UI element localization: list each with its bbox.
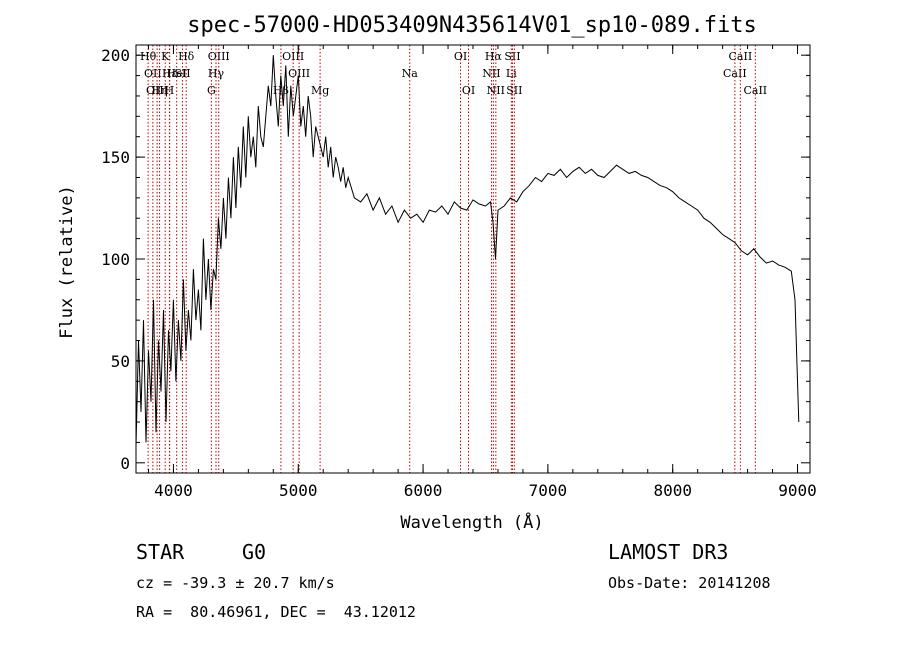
line-marker-label: SII xyxy=(504,50,520,63)
redshift-text: cz = -39.3 ± 20.7 km/s xyxy=(136,574,335,592)
x-tick-label: 7000 xyxy=(529,481,568,500)
line-marker-label: G xyxy=(207,84,216,97)
x-tick-label: 6000 xyxy=(404,481,443,500)
line-marker-label: Hη xyxy=(151,84,167,97)
chart-title: spec-57000-HD053409N435614V01_sp10-089.f… xyxy=(187,13,757,38)
x-tick-label: 9000 xyxy=(778,481,817,500)
y-axis-label: Flux (relative) xyxy=(57,185,77,339)
line-marker-label: CaII xyxy=(729,50,753,63)
line-marker-label: Li xyxy=(506,67,517,80)
object-class: STAR xyxy=(136,540,185,564)
line-marker-label: Hα xyxy=(485,50,503,63)
line-marker-label: HeI xyxy=(166,67,186,80)
line-marker-label: OI xyxy=(454,50,467,63)
y-tick-label: 50 xyxy=(111,352,130,371)
line-marker-label: SII xyxy=(174,67,190,80)
coordinates: RA = 80.46961, DEC = 43.12012 xyxy=(136,603,416,621)
line-marker-label: Na xyxy=(402,67,419,80)
x-tick-label: 8000 xyxy=(653,481,692,500)
line-marker-label: Hε xyxy=(162,67,178,80)
line-marker-label: OII xyxy=(144,67,162,80)
line-marker-label: K xyxy=(161,50,170,63)
x-axis-label: Wavelength (Å) xyxy=(400,511,543,533)
y-tick-label: 0 xyxy=(120,454,130,473)
y-tick-label: 150 xyxy=(101,148,130,167)
line-marker-label: OIII xyxy=(282,50,304,63)
line-marker-label: CaII xyxy=(743,84,767,97)
line-marker-label: SII xyxy=(506,84,522,97)
line-marker-label: Hγ xyxy=(208,67,225,80)
survey-name: LAMOST DR3 xyxy=(608,540,729,564)
line-marker-label: OIII xyxy=(288,67,310,80)
object-subclass: G0 xyxy=(242,540,267,564)
y-tick-label: 100 xyxy=(101,250,130,269)
line-marker-label: Hδ xyxy=(178,50,195,63)
axis-ticks: 4000 5000 6000 7000 8000 9000 0 50 100 150 200 xyxy=(101,45,817,500)
line-marker-label: NII xyxy=(487,84,505,97)
line-marker-label: Mg xyxy=(311,84,329,97)
line-marker-label: OIII xyxy=(146,84,168,97)
x-tick-label: 4000 xyxy=(154,481,193,500)
plot-frame xyxy=(135,44,811,474)
obs-date: Obs-Date: 20141208 xyxy=(608,574,771,592)
spectrum-line xyxy=(135,55,800,447)
line-marker-label: NII xyxy=(482,67,500,80)
spectrum-series xyxy=(135,55,800,447)
line-marker-label: CaII xyxy=(723,67,747,80)
line-marker-label: OI xyxy=(462,84,475,97)
line-marker-label: Hθ xyxy=(140,50,157,63)
line-marker-label: OIII xyxy=(208,50,230,63)
x-tick-label: 5000 xyxy=(279,481,318,500)
spectral-line-markers: HθOIIOIIIHηKHHεHeISIIHδGHγOIIIHβOIIIOIII… xyxy=(140,45,767,473)
y-tick-label: 200 xyxy=(101,46,130,65)
